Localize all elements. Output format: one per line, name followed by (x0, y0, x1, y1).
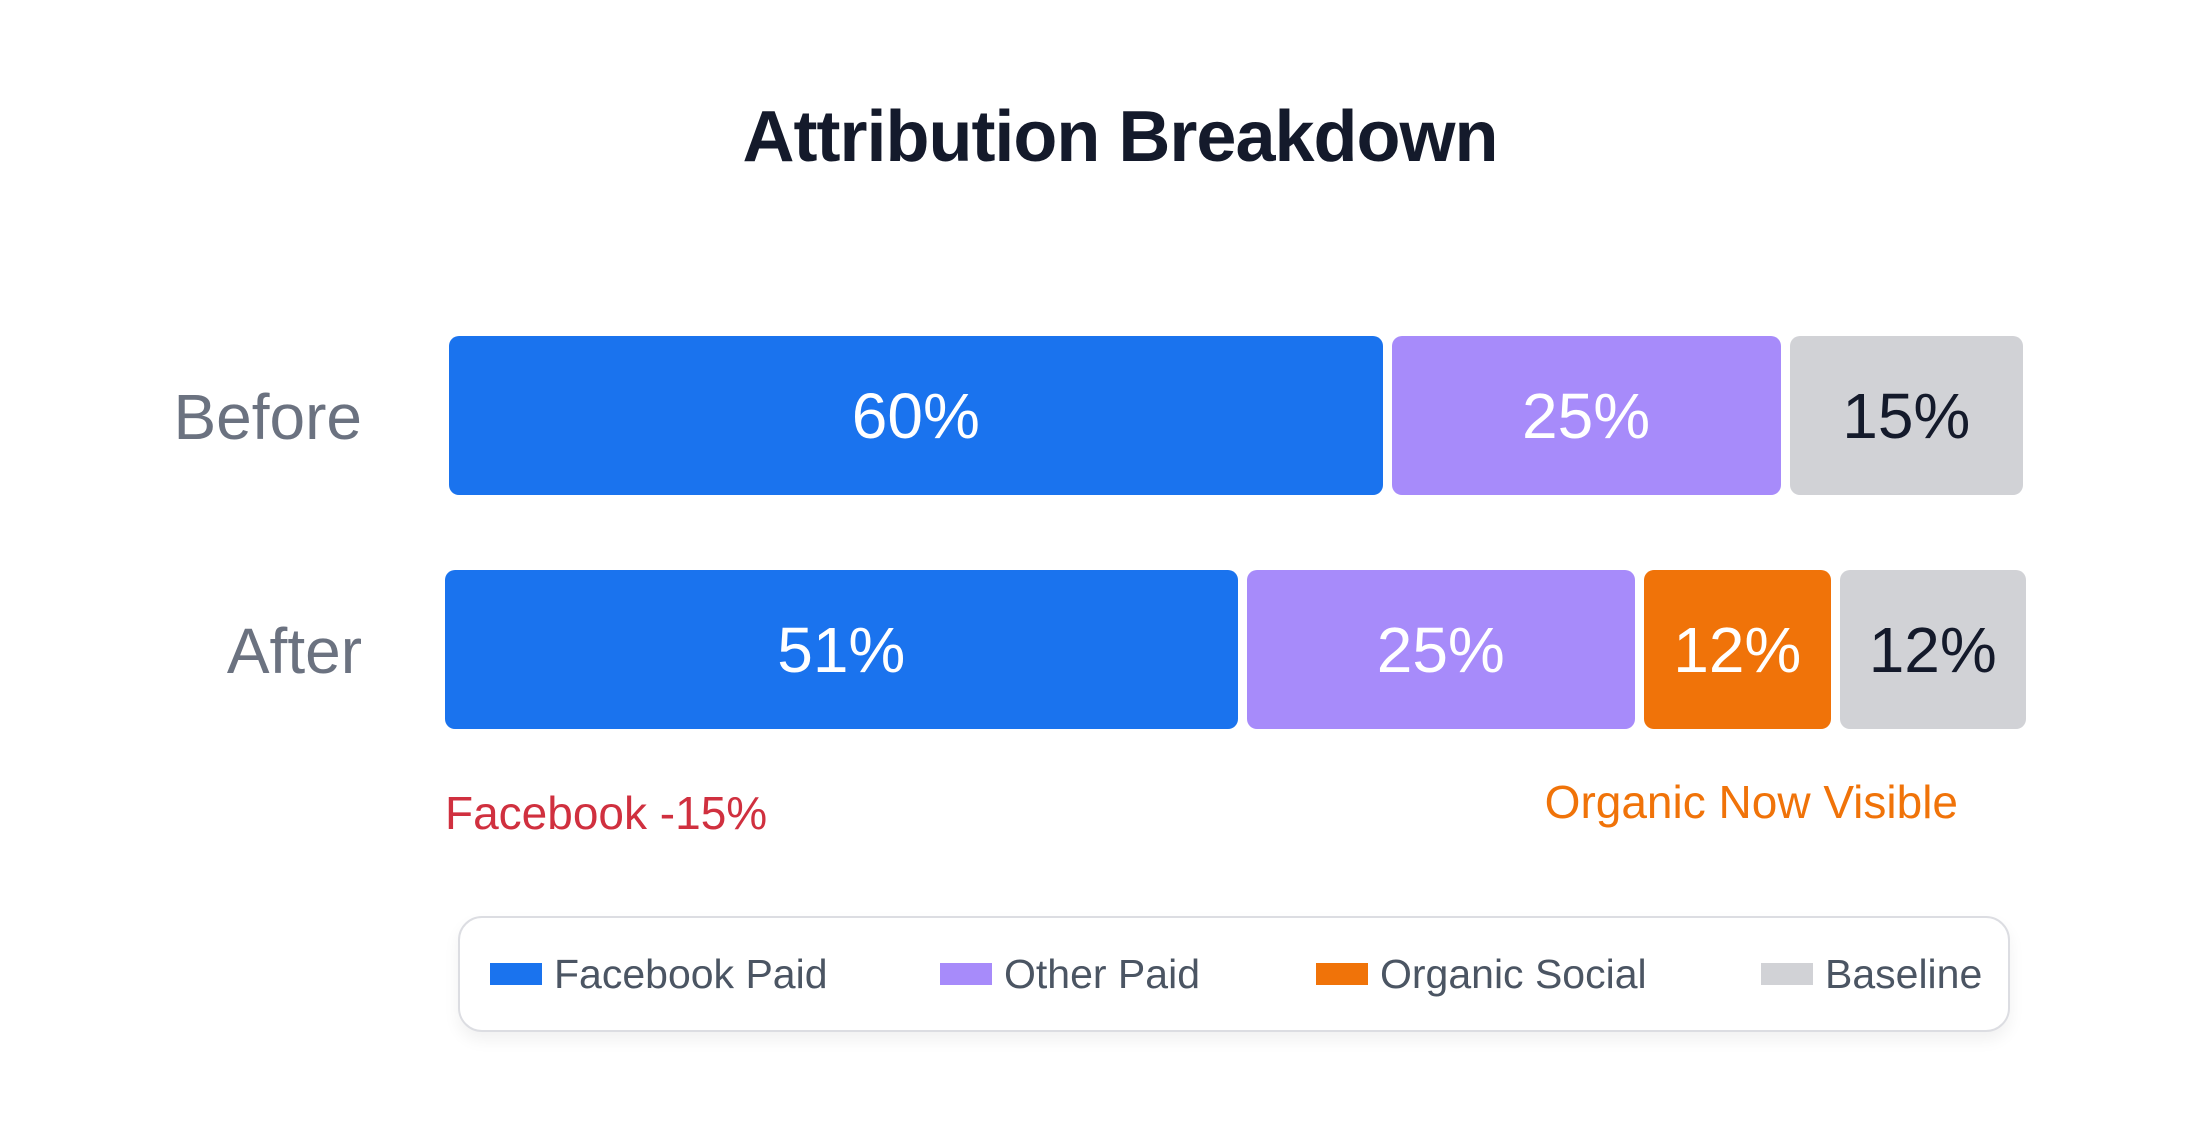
legend-swatch (940, 963, 992, 985)
legend-label: Organic Social (1380, 950, 1647, 997)
legend-item-baseline: Baseline (1761, 918, 1982, 1030)
annotation-organic-visible: Organic Now Visible (1544, 776, 1958, 828)
bar-value-label: 25% (1522, 379, 1651, 452)
legend-item-organic-social: Organic Social (1316, 918, 1647, 1030)
bar-segment-baseline-before: 15% (1789, 336, 2023, 495)
bar-segment-baseline-after: 12% (1839, 570, 2026, 729)
legend-item-facebook-paid: Facebook Paid (490, 918, 828, 1030)
bar-value-label: 12% (1673, 613, 1802, 686)
legend-swatch (1316, 963, 1368, 985)
bar-row-after: 51% 25% 12% 12% (445, 570, 2026, 729)
bar-segment-facebook-paid-after: 51% (445, 570, 1238, 729)
row-label-before: Before (173, 381, 362, 453)
bar-value-label: 60% (851, 379, 980, 452)
legend-label: Other Paid (1004, 950, 1200, 997)
bar-value-label: 15% (1842, 379, 1971, 452)
legend: Facebook Paid Other Paid Organic Social … (458, 916, 2010, 1032)
bar-segment-facebook-paid-before: 60% (449, 336, 1383, 495)
bar-segment-other-paid-after: 25% (1246, 570, 1636, 729)
chart-title: Attribution Breakdown (742, 97, 1499, 177)
bar-value-label: 12% (1868, 613, 1997, 686)
bar-segment-other-paid-before: 25% (1391, 336, 1781, 495)
annotation-facebook-change: Facebook -15% (445, 787, 768, 839)
legend-label: Facebook Paid (554, 950, 828, 997)
row-label-after: After (226, 615, 362, 687)
legend-swatch (490, 963, 542, 985)
bar-segment-organic-social-after: 12% (1644, 570, 1831, 729)
bar-value-label: 51% (777, 613, 906, 686)
legend-item-other-paid: Other Paid (940, 918, 1200, 1030)
bar-row-before: 60% 25% 15% (449, 336, 2023, 495)
legend-label: Baseline (1825, 950, 1983, 997)
legend-swatch (1761, 963, 1813, 985)
bar-value-label: 25% (1376, 613, 1505, 686)
